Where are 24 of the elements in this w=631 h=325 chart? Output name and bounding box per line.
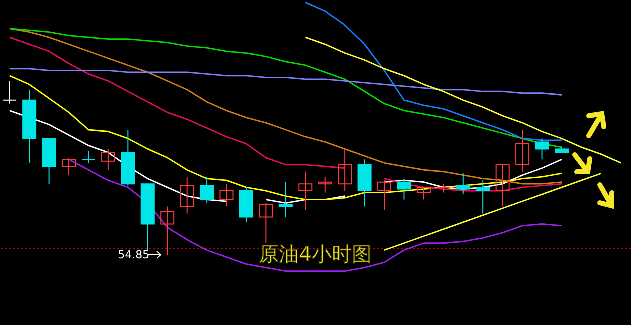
candlestick (220, 184, 234, 208)
candlestick (259, 202, 274, 244)
candlestick (516, 130, 530, 172)
candlestick (436, 184, 451, 194)
annotation: 54.85 (118, 248, 150, 262)
annotation: 原油4小时图 (259, 242, 372, 266)
candlestick (101, 148, 116, 171)
candlestick (535, 138, 550, 160)
candlestick (82, 150, 96, 164)
candlestick (397, 178, 412, 200)
candlestick (180, 176, 194, 214)
candlestick (200, 176, 214, 204)
candlestick (378, 180, 392, 211)
candlestick (2, 80, 17, 104)
candlestick (278, 182, 293, 218)
candlestick (160, 206, 175, 256)
candlestick (318, 176, 332, 194)
candlestick (456, 173, 470, 196)
candlestick (476, 180, 490, 214)
candlestick (62, 157, 76, 176)
candlestick (496, 164, 510, 208)
candlestick (416, 187, 431, 200)
candlestick (298, 171, 313, 211)
candlestick (338, 148, 352, 192)
